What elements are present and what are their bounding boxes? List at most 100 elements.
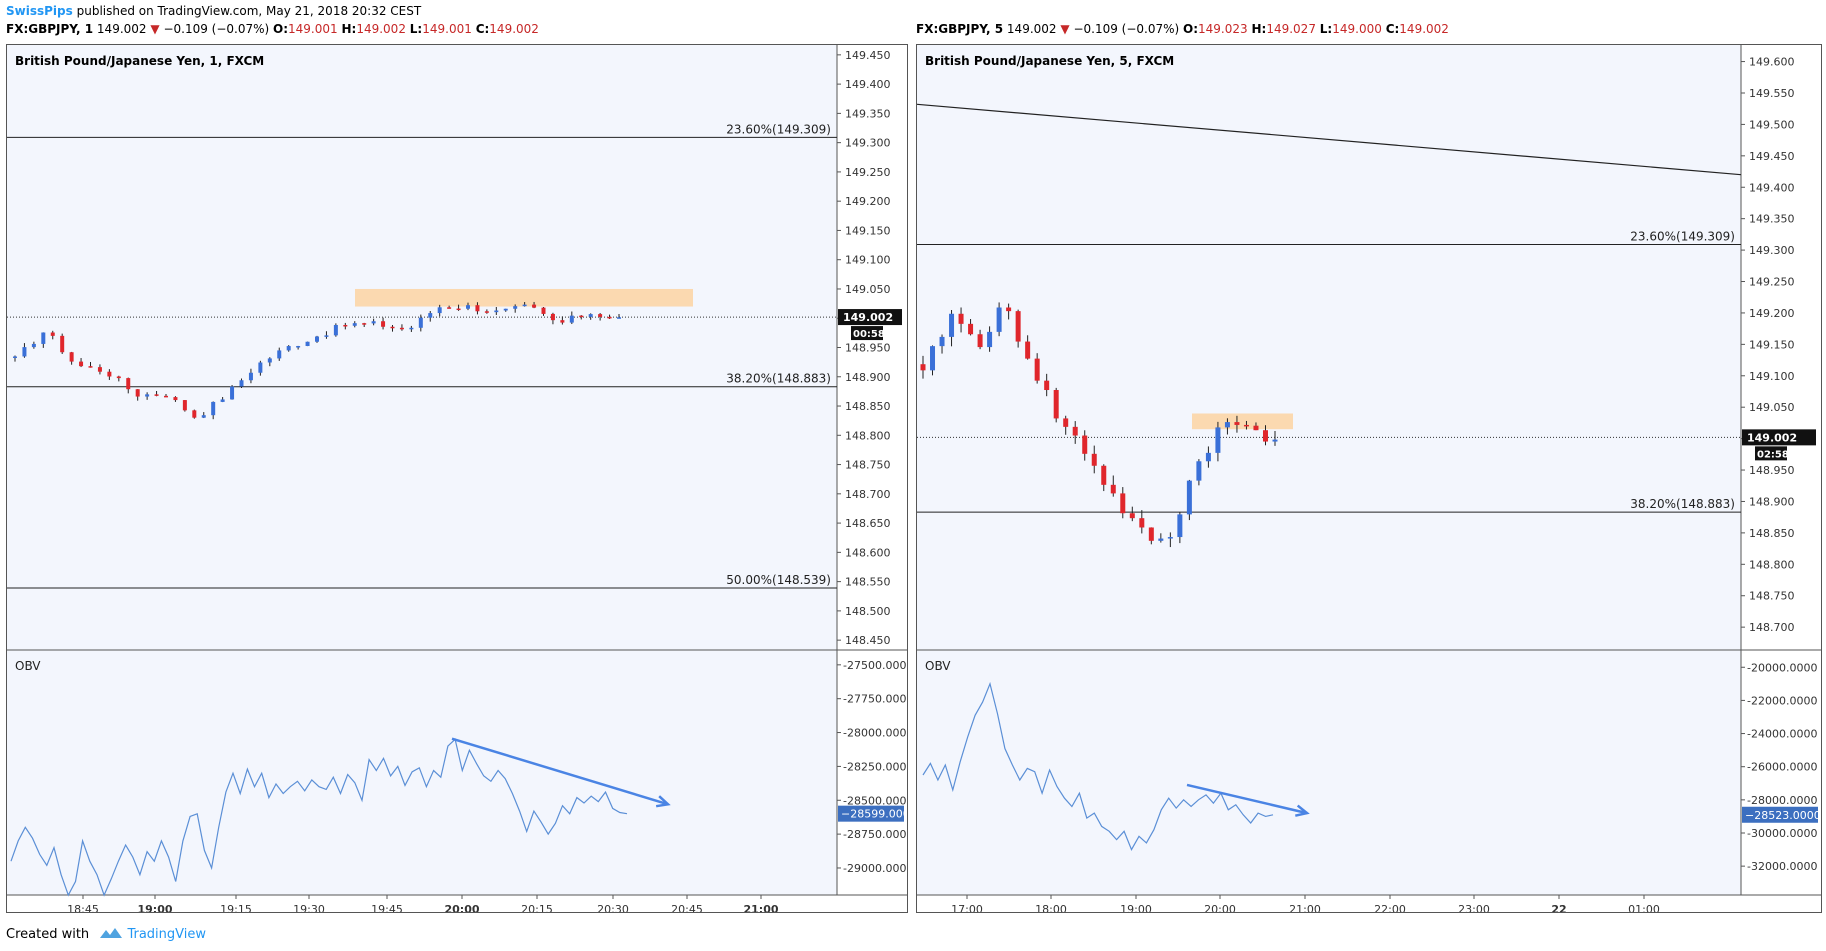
trend-line: [916, 103, 1742, 176]
price-tick-label: 149.200: [845, 195, 891, 208]
time-tick-label: 21:00: [1289, 903, 1321, 912]
price-tick-label: 148.650: [845, 517, 891, 530]
candle-body: [987, 331, 993, 348]
candle-body: [1262, 430, 1268, 442]
divergence-arrow-line: [451, 737, 669, 806]
change-value: −0.109 (−0.07%): [1073, 22, 1180, 36]
time-tick-label: 20:00: [1204, 903, 1236, 912]
candle-body: [1253, 425, 1259, 431]
candle-body: [1006, 307, 1012, 312]
candle-body: [41, 332, 46, 344]
candle-body: [286, 346, 291, 351]
symbol-label[interactable]: FX:GBPJPY, 1: [6, 22, 94, 36]
candle-body: [1091, 453, 1097, 466]
obv-tick-label: -26000.0000: [1747, 761, 1817, 774]
price-tick-label: 149.400: [845, 78, 891, 91]
symbol-label[interactable]: FX:GBPJPY, 5: [916, 22, 1004, 36]
price-tick-label: 149.450: [845, 49, 891, 62]
price-tick-label: 148.600: [845, 546, 891, 559]
time-tick-label: 22:00: [1374, 903, 1406, 912]
time-tick-label: 18:45: [67, 903, 99, 912]
time-tick-label: 19:45: [371, 903, 403, 912]
candle-body: [220, 399, 225, 402]
price-pane-bg: [917, 45, 1741, 650]
price-tick-label: 148.850: [845, 400, 891, 413]
candle-body: [22, 347, 27, 357]
price-tick-label: 148.750: [845, 459, 891, 472]
candle-body: [371, 321, 376, 324]
time-tick-label: 01:00: [1628, 903, 1660, 912]
chart-panel-right[interactable]: 149.600 149.550 149.500 149.450 149.400 149.3…: [916, 44, 1822, 916]
low-value: 149.000: [1332, 22, 1382, 36]
price-tick-label: 148.900: [1749, 495, 1795, 508]
chart-right-svg[interactable]: 149.600 149.550 149.500 149.450 149.400 149.3…: [916, 45, 1821, 916]
fib-level-label: 50.00%(148.539): [726, 573, 831, 587]
footer: Created with TradingView: [6, 926, 206, 942]
obv-tick-label: -20000.0000: [1747, 661, 1817, 674]
chart-left-svg[interactable]: 149.450 149.400 149.350 149.300 149.250 149.2…: [7, 45, 917, 916]
candle-body: [484, 311, 489, 313]
price-tick-label: 148.950: [845, 342, 891, 355]
obv-value-tag-text: −28523.0000: [1745, 809, 1821, 822]
published-text: published on TradingView.com, May 21, 20…: [76, 4, 422, 18]
candle-body: [949, 313, 955, 337]
time-tick-label: 19:00: [1120, 903, 1152, 912]
candle-body: [466, 305, 470, 309]
candle-body: [1148, 527, 1154, 541]
chart-panel-left[interactable]: 149.450 149.400 149.350 149.300 149.250 149.2…: [6, 44, 917, 916]
obv-value-tag: [838, 805, 904, 822]
candle-body: [996, 307, 1002, 332]
price-tick-label: 148.850: [1749, 527, 1795, 540]
candle-body: [267, 358, 272, 363]
candle-body: [116, 376, 121, 379]
tradingview-logo-icon[interactable]: [93, 927, 127, 942]
candle-body: [164, 395, 168, 398]
high-value: 149.002: [356, 22, 406, 36]
price-tick-label: 148.450: [845, 634, 891, 647]
candle-body: [173, 397, 178, 401]
last-price-tag: [838, 309, 902, 326]
fib-level-label: 23.60%(149.309): [726, 122, 831, 136]
candle-body: [352, 323, 357, 326]
candle-body: [418, 317, 423, 328]
price-axis-bg: [837, 45, 907, 912]
candle-body: [1034, 358, 1040, 381]
candle-body: [182, 400, 187, 411]
candle-body: [1139, 518, 1145, 528]
obv-tick-label: -27500.0000: [843, 659, 907, 672]
time-tick-label: 20:45: [671, 903, 703, 912]
candle-body: [409, 327, 414, 330]
price-tick-label: 148.700: [845, 488, 891, 501]
candle-body: [607, 316, 612, 319]
divergence-arrow-head: [1295, 804, 1310, 817]
obv-tick-label: -32000.0000: [1747, 860, 1817, 873]
candle-body: [324, 335, 329, 337]
countdown-tag-text: 00:58: [853, 329, 885, 340]
price-pane-bg: [7, 45, 837, 650]
price-tick-label: 148.500: [845, 605, 891, 618]
candle-body: [1215, 427, 1221, 453]
obv-tick-label: -27750.0000: [843, 693, 907, 706]
obv-tick-label: -28000.0000: [1747, 794, 1817, 807]
candle-body: [69, 352, 74, 362]
author-link[interactable]: SwissPips: [6, 4, 73, 18]
candle-body: [1120, 493, 1126, 514]
countdown-tag: [1755, 446, 1787, 461]
candle-body: [1101, 465, 1107, 485]
price-tick-label: 149.550: [1749, 87, 1795, 100]
candle-body: [522, 304, 527, 307]
tradingview-brand[interactable]: TradingView: [127, 927, 206, 942]
obv-tick-label: -28750.0000: [843, 828, 907, 841]
obv-tick-label: -30000.0000: [1747, 827, 1817, 840]
price-tick-label: 149.600: [1749, 56, 1795, 69]
candle-body: [79, 361, 84, 367]
price-tick-label: 149.150: [1749, 338, 1795, 351]
candle-body: [50, 332, 55, 336]
open-value: 149.001: [288, 22, 338, 36]
candle-body: [569, 315, 574, 323]
fib-level-label: 38.20%(148.883): [1630, 497, 1735, 511]
obv-tick-label: -24000.0000: [1747, 728, 1817, 741]
created-with-text: Created with: [6, 927, 90, 942]
countdown-tag: [851, 326, 883, 341]
panel-right-header: FX:GBPJPY, 5 149.002 ▼ −0.109 (−0.07%) O…: [916, 22, 1449, 36]
